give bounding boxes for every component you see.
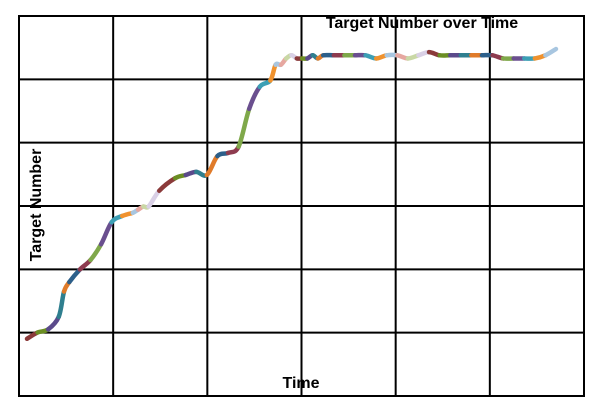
y-axis-label: Target Number — [28, 149, 45, 262]
line-segment — [246, 84, 263, 112]
gridlines — [19, 16, 584, 396]
line-segment — [204, 153, 220, 178]
line-segment — [88, 242, 104, 263]
x-axis-label: Time — [282, 375, 319, 392]
line-segment — [98, 220, 114, 247]
line-segment — [157, 175, 178, 193]
target-number-series — [24, 46, 559, 342]
line-segment — [146, 188, 162, 209]
line-segment — [67, 267, 83, 285]
line-segment — [45, 314, 61, 332]
line-segment — [543, 46, 559, 58]
line-segment — [236, 106, 252, 149]
chart-title: Target Number over Time — [326, 15, 518, 32]
line-segment — [268, 62, 278, 83]
plot-border — [18, 15, 585, 397]
line-segment — [56, 289, 67, 319]
